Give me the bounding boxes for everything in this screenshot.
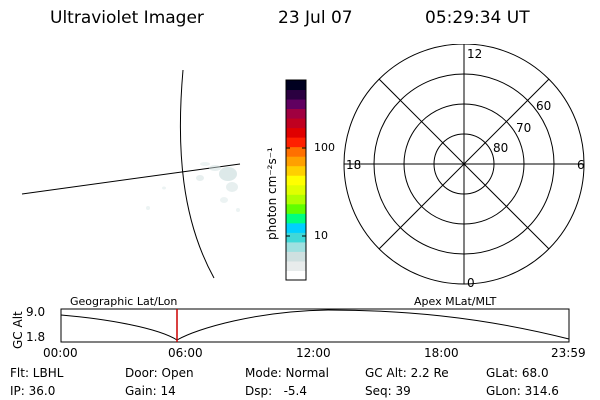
colorbar-swatch	[286, 232, 306, 243]
mlt-label-6: 6	[577, 158, 585, 172]
altitude-curve	[60, 309, 570, 341]
colorbar-swatch	[286, 146, 306, 157]
colorbar-swatch	[286, 175, 306, 186]
time-tick-0000: 00:00	[43, 346, 78, 360]
colorbar-swatch	[286, 251, 306, 262]
colorbar-swatch	[286, 213, 306, 224]
colorbar-swatch	[286, 203, 306, 214]
colorbar-swatch	[286, 80, 306, 91]
colorbar-unit-label: photon cm⁻²s⁻¹	[265, 147, 279, 240]
time-label: 05:29:34 UT	[425, 8, 530, 28]
mlat-label-60: 60	[536, 99, 551, 113]
status-door: Door: Open	[125, 366, 194, 380]
status-gc-alt: GC Alt: 2.2 Re	[365, 366, 449, 380]
status-seq: Seq: 39	[365, 384, 411, 398]
mlat-label-70: 70	[516, 121, 531, 135]
colorbar-swatch	[286, 127, 306, 138]
status-mode: Mode: Normal	[245, 366, 329, 380]
colorbar-swatch	[286, 241, 306, 252]
colorbar-swatch	[286, 260, 306, 271]
colorbar-swatch	[286, 222, 306, 233]
date-label: 23 Jul 07	[278, 8, 353, 28]
colorbar-tick-100: 100	[314, 141, 335, 154]
mlat-label-80: 80	[493, 141, 508, 155]
colorbar-swatch	[286, 108, 306, 119]
intensity-colorbar	[285, 79, 307, 281]
colorbar-swatch	[286, 156, 306, 167]
aurora-speckles	[146, 162, 240, 212]
status-dsp: Dsp: -5.4	[245, 384, 308, 398]
polar-mlt-plot: 12 6 18 0 60 70 80	[343, 44, 585, 290]
orbit-altitude-timeline	[60, 308, 570, 343]
colorbar-swatch	[286, 194, 306, 205]
colorbar-swatch	[286, 99, 306, 110]
mlt-label-12: 12	[467, 47, 482, 61]
status-glat: GLat: 68.0	[486, 366, 549, 380]
timeline-y-lo: 1.8	[26, 330, 46, 344]
timeline-y-label: GC Alt	[11, 311, 25, 349]
geographic-image-panel	[21, 69, 241, 279]
mlt-label-18: 18	[346, 158, 361, 172]
colorbar-tick-10: 10	[314, 229, 328, 242]
colorbar-swatch	[286, 165, 306, 176]
time-tick-0600: 06:00	[168, 346, 203, 360]
status-filter: Flt: LBHL	[10, 366, 64, 380]
colorbar-swatch	[286, 137, 306, 148]
longitude-line	[179, 69, 215, 279]
status-glon: GLon: 314.6	[486, 384, 559, 398]
colorbar-swatch	[286, 118, 306, 129]
time-tick-2359: 23:59	[551, 346, 586, 360]
timeline-y-hi: 9.0	[26, 305, 46, 319]
instrument-title: Ultraviolet Imager	[50, 8, 204, 28]
timeline-left-label: Geographic Lat/Lon	[70, 295, 178, 308]
time-tick-1800: 18:00	[424, 346, 459, 360]
latitude-line	[21, 163, 241, 195]
colorbar-swatch	[286, 270, 306, 281]
status-ip: IP: 36.0	[10, 384, 56, 398]
status-gain: Gain: 14	[125, 384, 176, 398]
colorbar-swatch	[286, 89, 306, 100]
colorbar-swatch	[286, 184, 306, 195]
time-tick-1200: 12:00	[296, 346, 331, 360]
mlt-label-0: 0	[467, 276, 475, 290]
timeline-right-label: Apex MLat/MLT	[414, 295, 497, 308]
